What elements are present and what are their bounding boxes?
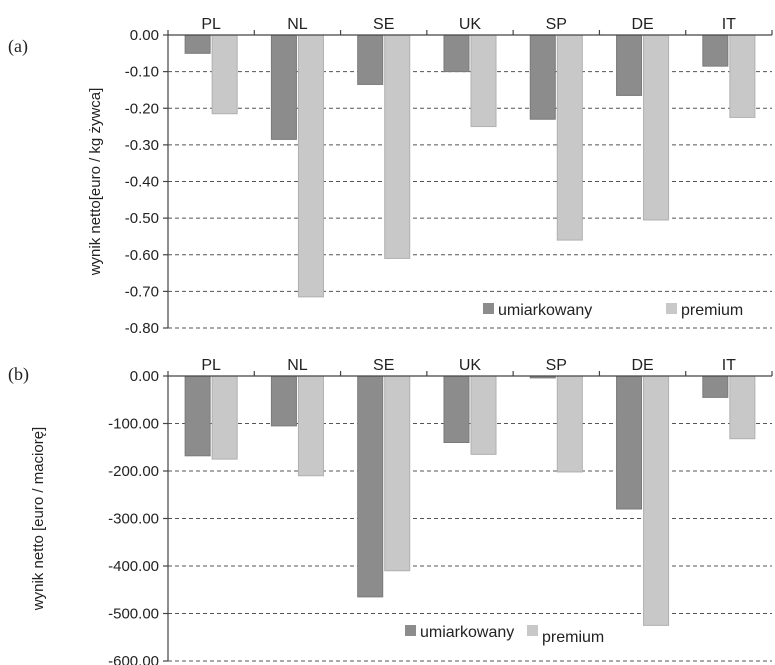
category-label: SE xyxy=(373,357,394,374)
bar-umiarkowany-NL xyxy=(270,34,297,140)
bar-premium-PL xyxy=(211,375,238,460)
bar-premium-NL xyxy=(297,375,324,477)
y-tick-label: -200.00 xyxy=(108,463,159,480)
legend-swatch-umiarkowany xyxy=(405,625,416,636)
legend-swatch-premium xyxy=(527,625,538,636)
bar-premium-IT xyxy=(729,375,756,440)
y-tick-label: -600.00 xyxy=(108,653,159,665)
category-label: DE xyxy=(631,16,653,33)
bar-premium-SE xyxy=(384,34,411,259)
bar-umiarkowany-SP xyxy=(529,34,556,120)
legend-label-umiarkowany: umiarkowany xyxy=(420,624,514,641)
category-label: DE xyxy=(631,357,653,374)
bar-premium-PL xyxy=(211,34,238,115)
category-label: IT xyxy=(722,16,736,33)
y-tick-label: -0.10 xyxy=(125,64,159,81)
legend-swatch-umiarkowany xyxy=(483,303,494,314)
category-label: NL xyxy=(287,357,308,374)
panel-label: (b) xyxy=(8,364,29,385)
y-tick-label: -0.80 xyxy=(125,320,159,337)
y-tick-label: -0.20 xyxy=(125,100,159,117)
y-axis-label: wynik netto[euro / kg żywca] xyxy=(87,88,104,277)
bar-premium-SP xyxy=(556,34,583,241)
y-tick-label: 0.00 xyxy=(130,27,159,44)
category-label: UK xyxy=(459,357,482,374)
category-label: UK xyxy=(459,16,482,33)
bar-premium-SP xyxy=(556,375,583,473)
y-tick-label: -0.60 xyxy=(125,247,159,264)
legend-swatch-premium xyxy=(666,303,677,314)
y-tick-label: -0.30 xyxy=(125,137,159,154)
category-label: PL xyxy=(201,16,221,33)
bar-premium-DE xyxy=(643,34,670,221)
bar-premium-NL xyxy=(297,34,324,298)
bar-umiarkowany-IT xyxy=(702,34,729,67)
legend-label-umiarkowany: umiarkowany xyxy=(498,302,592,319)
bar-premium-UK xyxy=(470,34,497,128)
category-label: SE xyxy=(373,16,394,33)
bar-premium-UK xyxy=(470,375,497,455)
bar-umiarkowany-DE xyxy=(616,375,643,510)
bar-umiarkowany-NL xyxy=(270,375,297,427)
y-axis-label: wynik netto [euro / maciorę] xyxy=(30,427,47,611)
y-tick-label: -500.00 xyxy=(108,606,159,623)
y-tick-label: 0.00 xyxy=(130,368,159,385)
bar-umiarkowany-PL xyxy=(184,375,211,457)
y-tick-label: -100.00 xyxy=(108,416,159,433)
bar-premium-IT xyxy=(729,34,756,118)
category-label: NL xyxy=(287,16,308,33)
y-tick-label: -0.40 xyxy=(125,174,159,191)
y-tick-label: -300.00 xyxy=(108,511,159,528)
category-label: SP xyxy=(546,16,567,33)
category-label: IT xyxy=(722,357,736,374)
bar-premium-SE xyxy=(384,375,411,572)
category-label: PL xyxy=(201,357,221,374)
category-label: SP xyxy=(546,357,567,374)
legend-label-premium: premium xyxy=(681,302,743,319)
legend-label-premium: premium xyxy=(542,629,604,646)
panel-label: (a) xyxy=(8,36,28,57)
y-tick-label: -0.50 xyxy=(125,210,159,227)
bar-umiarkowany-DE xyxy=(616,34,643,96)
bar-umiarkowany-UK xyxy=(443,375,470,443)
bar-umiarkowany-IT xyxy=(702,375,729,398)
bar-umiarkowany-SE xyxy=(357,375,384,598)
bar-premium-DE xyxy=(643,375,670,626)
y-tick-label: -400.00 xyxy=(108,558,159,575)
bar-umiarkowany-UK xyxy=(443,34,470,73)
bar-umiarkowany-SE xyxy=(357,34,384,85)
bar-umiarkowany-PL xyxy=(184,34,211,54)
y-tick-label: -0.70 xyxy=(125,283,159,300)
